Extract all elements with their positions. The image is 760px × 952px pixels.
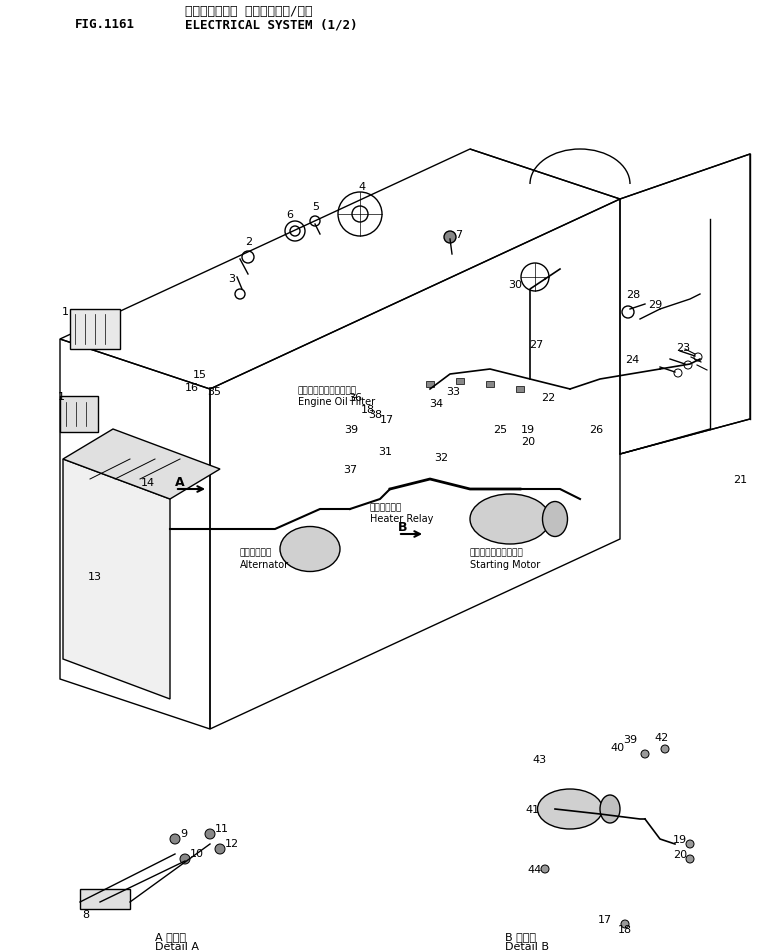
Text: 4: 4 — [358, 182, 365, 191]
Text: 29: 29 — [648, 300, 662, 309]
Text: Engine Oil Filter: Engine Oil Filter — [298, 397, 375, 407]
Text: Detail A: Detail A — [155, 941, 199, 951]
Circle shape — [205, 829, 215, 839]
Bar — [486, 382, 494, 387]
Text: 32: 32 — [434, 452, 448, 463]
Text: 19: 19 — [521, 425, 535, 434]
Bar — [70, 309, 120, 349]
Text: Alternator: Alternator — [240, 560, 289, 569]
Ellipse shape — [537, 789, 603, 829]
Text: 20: 20 — [521, 437, 535, 446]
Text: A 詳細図: A 詳細図 — [155, 931, 186, 941]
Text: 31: 31 — [378, 446, 392, 457]
Bar — [456, 379, 464, 385]
Text: 16: 16 — [185, 383, 199, 392]
Text: オルタネータ: オルタネータ — [240, 547, 272, 556]
Text: Heater Relay: Heater Relay — [370, 513, 433, 524]
Text: 2: 2 — [245, 237, 252, 247]
Text: エレクトリカル システム（１/２）: エレクトリカル システム（１/２） — [185, 5, 312, 18]
Text: 14: 14 — [141, 478, 155, 487]
Text: 34: 34 — [429, 399, 443, 408]
Text: 15: 15 — [193, 369, 207, 380]
Circle shape — [170, 834, 180, 844]
Circle shape — [641, 750, 649, 758]
Text: 39: 39 — [623, 734, 637, 744]
Circle shape — [444, 231, 456, 244]
Circle shape — [686, 840, 694, 848]
Text: 23: 23 — [676, 343, 690, 352]
Bar — [426, 382, 434, 387]
Ellipse shape — [600, 795, 620, 823]
Text: 1: 1 — [62, 307, 69, 317]
Text: ヒータリレー: ヒータリレー — [370, 503, 402, 511]
Bar — [80, 889, 130, 909]
Text: 43: 43 — [533, 754, 547, 764]
Text: 7: 7 — [455, 229, 462, 240]
Text: FIG.1161: FIG.1161 — [75, 18, 135, 31]
Text: B: B — [398, 521, 407, 533]
Text: ELECTRICAL SYSTEM (1/2): ELECTRICAL SYSTEM (1/2) — [185, 18, 357, 31]
Text: 6: 6 — [286, 209, 293, 220]
Ellipse shape — [470, 494, 550, 545]
Ellipse shape — [280, 527, 340, 572]
Text: Detail B: Detail B — [505, 941, 549, 951]
Text: B 詳細図: B 詳細図 — [505, 931, 536, 941]
Circle shape — [215, 844, 225, 854]
Text: エンジンオイルフィルタ: エンジンオイルフィルタ — [298, 386, 357, 394]
Text: 11: 11 — [215, 823, 229, 833]
Circle shape — [180, 854, 190, 864]
Text: 35: 35 — [207, 387, 221, 397]
Polygon shape — [63, 429, 220, 500]
Text: 30: 30 — [508, 280, 522, 289]
Text: 1: 1 — [58, 391, 65, 402]
Text: 28: 28 — [626, 289, 640, 300]
Text: 41: 41 — [526, 804, 540, 814]
Text: 17: 17 — [380, 414, 394, 425]
Text: 5: 5 — [312, 202, 319, 211]
Text: 21: 21 — [733, 474, 747, 485]
Text: 27: 27 — [529, 340, 543, 349]
Text: 19: 19 — [673, 834, 687, 844]
Text: 9: 9 — [180, 828, 187, 838]
Text: 37: 37 — [343, 465, 357, 474]
Text: 3: 3 — [228, 274, 235, 284]
Text: 12: 12 — [225, 838, 239, 848]
Text: 36: 36 — [348, 392, 362, 403]
Text: 24: 24 — [625, 355, 639, 365]
Text: 10: 10 — [190, 848, 204, 858]
Text: 44: 44 — [528, 864, 542, 874]
Circle shape — [686, 855, 694, 863]
Text: スターティングモータ: スターティングモータ — [470, 547, 524, 556]
Text: 38: 38 — [368, 409, 382, 420]
Text: 13: 13 — [88, 571, 102, 582]
Polygon shape — [63, 460, 170, 700]
Text: 22: 22 — [541, 392, 555, 403]
Bar — [60, 397, 98, 432]
Ellipse shape — [543, 502, 568, 537]
Bar — [516, 387, 524, 392]
Text: 18: 18 — [361, 405, 375, 414]
Text: 18: 18 — [618, 924, 632, 934]
Text: 17: 17 — [598, 914, 612, 924]
Text: 8: 8 — [82, 909, 89, 919]
Text: Starting Motor: Starting Motor — [470, 560, 540, 569]
Circle shape — [541, 865, 549, 873]
Circle shape — [661, 745, 669, 753]
Text: 42: 42 — [655, 732, 669, 743]
Text: 39: 39 — [344, 425, 358, 434]
Text: 33: 33 — [446, 387, 460, 397]
Text: 26: 26 — [589, 425, 603, 434]
Text: 25: 25 — [493, 425, 507, 434]
Text: 20: 20 — [673, 849, 687, 859]
Circle shape — [621, 920, 629, 928]
Text: A: A — [175, 475, 185, 488]
Text: 40: 40 — [611, 743, 625, 752]
